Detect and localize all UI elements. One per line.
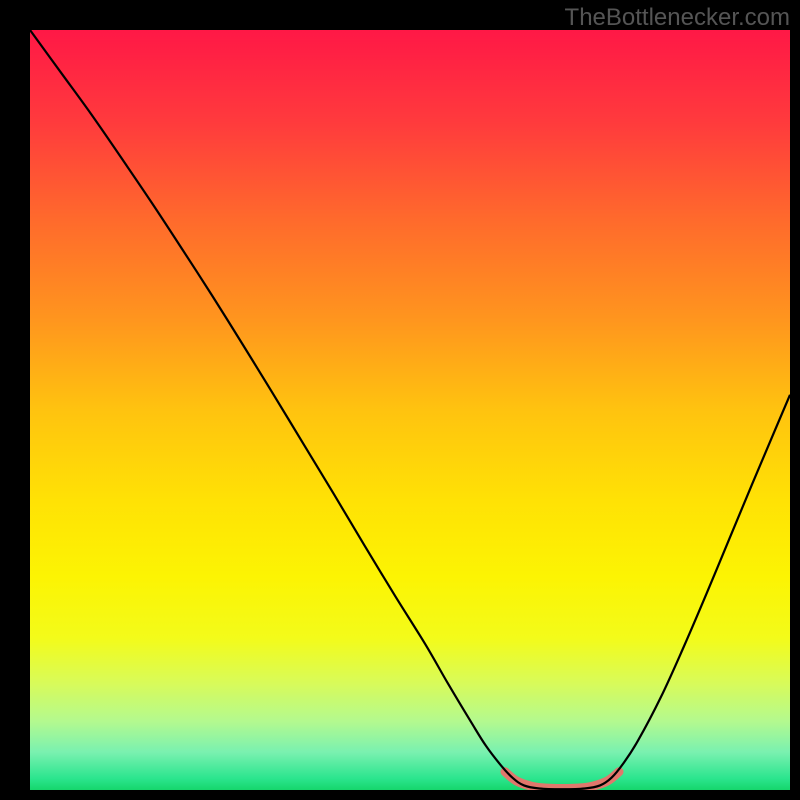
chart-svg xyxy=(0,0,800,800)
chart-gradient-background xyxy=(30,30,790,790)
bottleneck-chart: TheBottlenecker.com xyxy=(0,0,800,800)
watermark-text: TheBottlenecker.com xyxy=(565,4,790,32)
